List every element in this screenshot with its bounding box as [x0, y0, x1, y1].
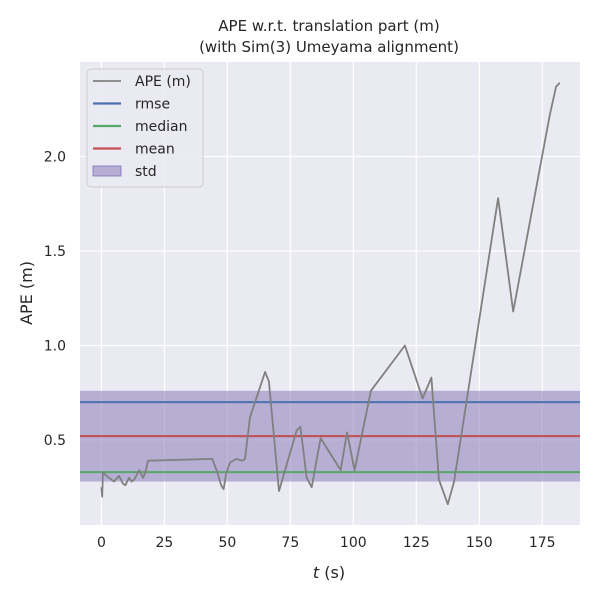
legend-label: std — [135, 164, 157, 180]
x-tick-label: 150 — [466, 535, 493, 551]
legend-label: APE (m) — [135, 74, 191, 90]
legend-label: mean — [135, 142, 175, 158]
x-tick-label: 175 — [529, 535, 556, 551]
x-axis-label: t (s) — [313, 563, 345, 582]
x-tick-label: 75 — [281, 535, 299, 551]
legend-label: rmse — [135, 97, 170, 113]
x-tick-label: 50 — [218, 535, 236, 551]
x-tick-label: 125 — [403, 535, 430, 551]
ape-series-line — [100, 82, 561, 506]
chart-subtitle: (with Sim(3) Umeyama alignment) — [199, 38, 459, 56]
legend-swatch — [92, 165, 122, 177]
x-axis-variable: t — [313, 563, 320, 582]
legend-frame — [86, 68, 204, 188]
x-axis-unit: (s) — [319, 563, 345, 582]
y-tick-label: 0.5 — [44, 433, 66, 449]
chart-title: APE w.r.t. translation part (m) — [218, 17, 439, 35]
y-tick-label: 1.0 — [44, 338, 66, 354]
y-tick-label: 2.0 — [44, 149, 66, 165]
x-tick-label: 25 — [155, 535, 173, 551]
y-tick-label: 1.5 — [44, 244, 66, 260]
x-tick-label: 0 — [97, 535, 106, 551]
x-tick-label: 100 — [340, 535, 367, 551]
legend-label: median — [135, 119, 187, 135]
legend: APE (m) rmse median mean std — [86, 68, 204, 188]
y-axis-label: APE (m) — [17, 261, 36, 325]
